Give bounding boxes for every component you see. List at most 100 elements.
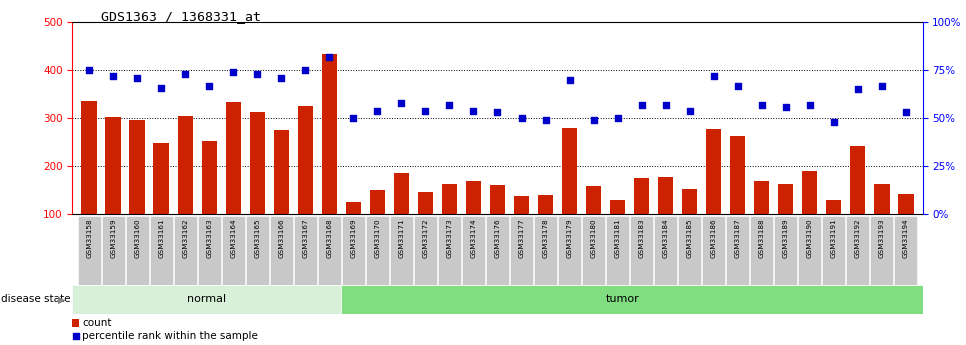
Bar [490,185,505,214]
Text: GSM33179: GSM33179 [566,218,573,258]
Point [562,77,578,82]
FancyBboxPatch shape [751,216,773,285]
Point [226,69,242,75]
Bar [225,102,242,214]
Bar [341,285,923,314]
Text: GSM33166: GSM33166 [278,218,284,258]
Text: GSM33165: GSM33165 [254,218,261,258]
Text: GSM33176: GSM33176 [495,218,500,258]
Text: GSM33185: GSM33185 [687,218,693,258]
Point [658,102,673,108]
Point [898,110,914,115]
Bar [634,178,649,214]
Text: count: count [82,318,112,328]
Bar [514,196,529,214]
Bar [753,181,770,214]
Text: GSM33188: GSM33188 [758,218,765,258]
Bar [178,116,193,214]
Bar [129,120,145,214]
FancyBboxPatch shape [510,216,533,285]
Text: GSM33191: GSM33191 [831,218,837,258]
FancyBboxPatch shape [126,216,149,285]
Text: GSM33160: GSM33160 [134,218,140,258]
Text: GSM33178: GSM33178 [543,218,549,258]
Text: disease state: disease state [1,294,71,304]
Point [273,75,289,81]
Text: GDS1363 / 1368331_at: GDS1363 / 1368331_at [101,10,262,23]
Point [826,119,841,125]
Text: GSM33183: GSM33183 [639,218,644,258]
Point [778,104,793,109]
Bar [802,171,817,214]
FancyBboxPatch shape [222,216,244,285]
Bar [730,136,746,214]
FancyBboxPatch shape [462,216,485,285]
Bar [561,128,578,214]
Text: GSM33177: GSM33177 [519,218,525,258]
Point [129,75,145,81]
FancyBboxPatch shape [774,216,797,285]
Point [514,115,529,121]
FancyBboxPatch shape [582,216,605,285]
Text: GSM33170: GSM33170 [375,218,381,258]
FancyBboxPatch shape [678,216,701,285]
Point [706,73,722,79]
Point [322,54,337,60]
FancyBboxPatch shape [77,216,100,285]
Point [585,117,601,123]
FancyBboxPatch shape [101,216,125,285]
Point [178,71,193,77]
Text: GSM33187: GSM33187 [734,218,741,258]
FancyBboxPatch shape [534,216,557,285]
Point [874,83,890,88]
FancyBboxPatch shape [270,216,293,285]
FancyBboxPatch shape [486,216,509,285]
Point [610,115,625,121]
Point [370,108,385,113]
FancyBboxPatch shape [245,216,269,285]
Text: GSM33167: GSM33167 [302,218,308,258]
Text: GSM33181: GSM33181 [614,218,620,258]
Bar [393,173,410,214]
Bar [273,130,289,214]
FancyBboxPatch shape [870,216,894,285]
FancyBboxPatch shape [798,216,821,285]
Point [394,100,410,106]
Text: GSM33158: GSM33158 [86,218,93,258]
Point [249,71,265,77]
Point [202,83,217,88]
Bar [322,53,337,214]
Point [538,117,554,123]
FancyBboxPatch shape [822,216,845,285]
Text: percentile rank within the sample: percentile rank within the sample [82,331,258,341]
Bar [682,189,697,214]
Point [730,83,746,88]
Text: GSM33192: GSM33192 [855,218,861,258]
Text: GSM33184: GSM33184 [663,218,668,258]
Bar [298,106,313,214]
Bar [585,186,602,214]
FancyBboxPatch shape [438,216,461,285]
Text: GSM33172: GSM33172 [422,218,429,258]
Text: GSM33169: GSM33169 [351,218,356,258]
Bar [706,129,722,214]
Bar [202,141,217,214]
Bar [874,184,890,214]
Bar [538,195,554,214]
Point [634,102,649,108]
Bar [105,117,121,214]
Text: GSM33164: GSM33164 [230,218,237,258]
Bar [417,193,434,214]
Point [298,68,313,73]
Text: tumor: tumor [606,294,639,304]
Point [490,110,505,115]
Text: ▶: ▶ [58,294,66,304]
Text: GSM33173: GSM33173 [446,218,452,258]
Point [81,68,97,73]
Point [850,87,866,92]
Bar [72,319,79,327]
Bar [466,181,481,214]
Point [466,108,481,113]
Point [441,102,457,108]
Text: GSM33186: GSM33186 [711,218,717,258]
